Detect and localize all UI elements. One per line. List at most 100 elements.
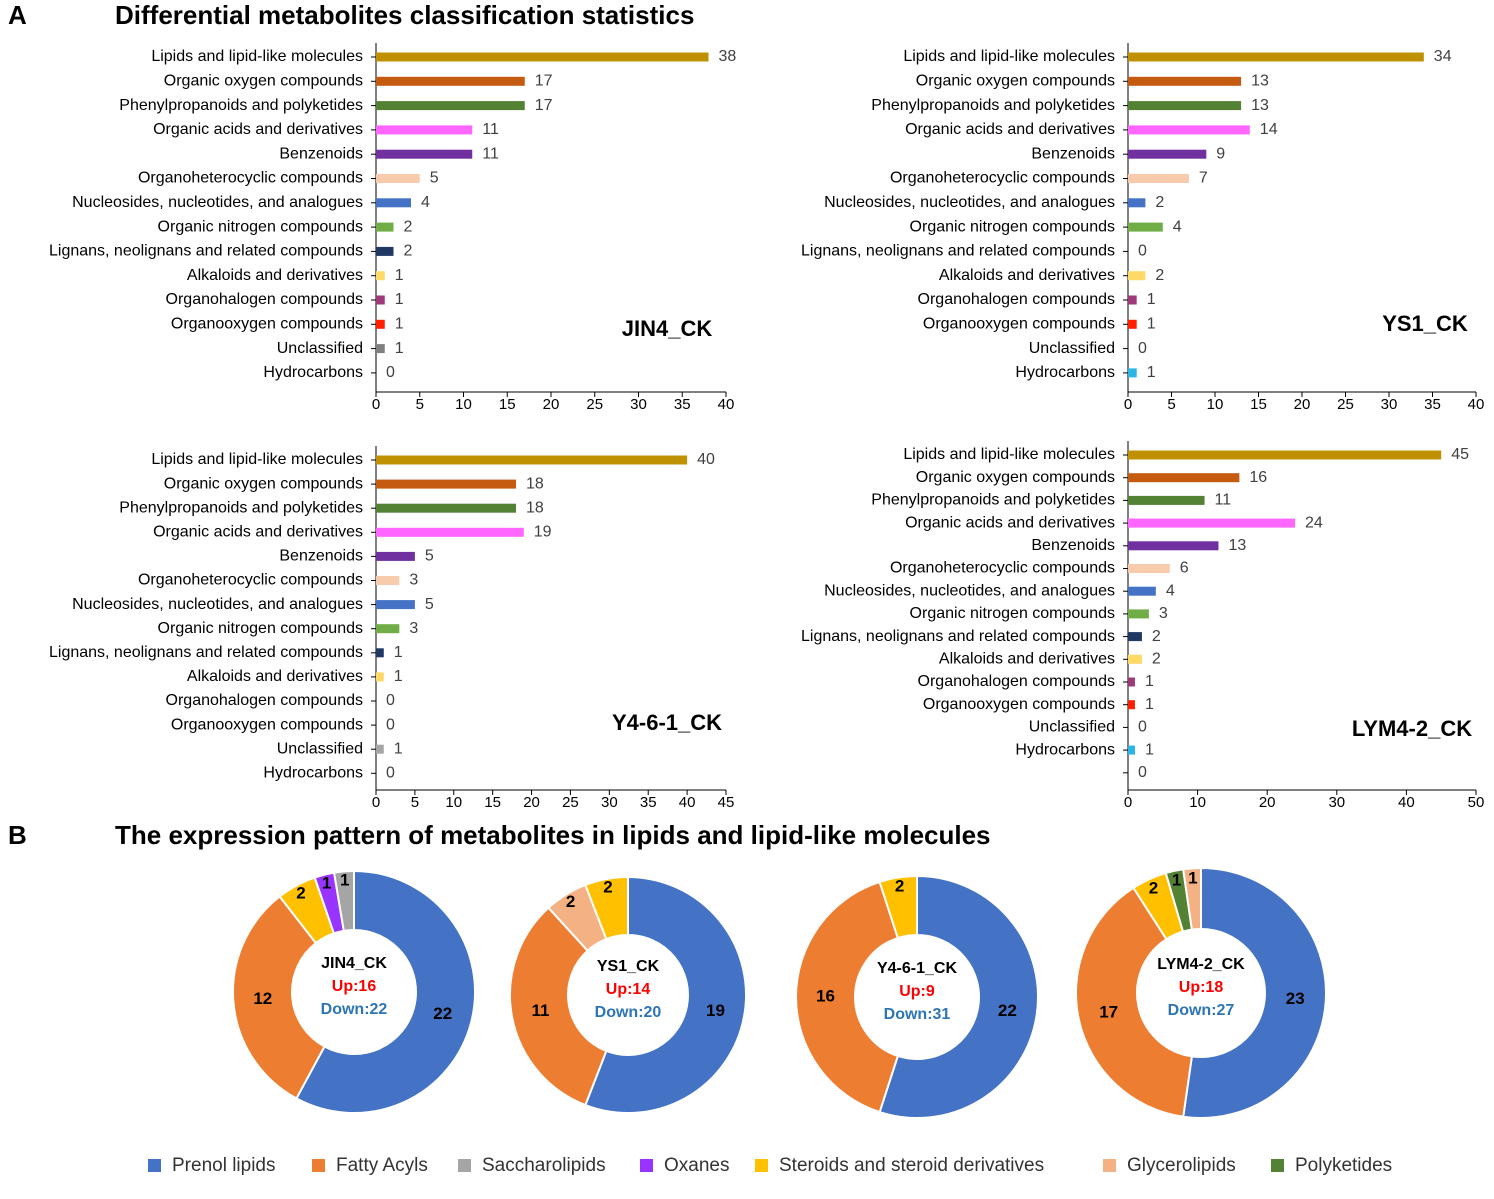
bar [1128, 495, 1205, 505]
category-label: Organic nitrogen compounds [158, 218, 363, 235]
value-label: 14 [1260, 121, 1278, 138]
x-tick-label: 10 [445, 794, 462, 811]
category-label: Alkaloids and derivatives [939, 267, 1115, 284]
category-label: Unclassified [1029, 719, 1115, 736]
category-label: Lignans, neolignans and related compound… [49, 243, 363, 260]
value-label: 2 [404, 218, 413, 235]
x-tick-label: 20 [543, 396, 560, 413]
bar [1128, 174, 1189, 183]
value-label: 19 [534, 524, 552, 541]
x-tick-label: 50 [1468, 794, 1485, 811]
value-label: 4 [1166, 582, 1175, 599]
bar [1128, 295, 1137, 305]
value-label: 17 [535, 97, 553, 114]
chart-label: YS1_CK [1382, 311, 1468, 336]
panel-title: Differential metabolites classification … [115, 0, 694, 30]
x-tick-label: 35 [640, 794, 657, 811]
value-label: 13 [1251, 97, 1269, 114]
donut-slice [794, 880, 900, 1114]
value-label: 3 [1159, 605, 1168, 622]
donut-title: JIN4_CK [321, 955, 387, 972]
slice-label: 2 [603, 877, 612, 896]
value-label: 0 [386, 765, 395, 782]
category-label: Organohalogen compounds [918, 291, 1115, 308]
value-label: 0 [386, 692, 395, 709]
bar [1128, 609, 1149, 619]
chart-label: Y4-6-1_CK [612, 710, 722, 735]
category-label: Unclassified [277, 740, 363, 757]
value-label: 1 [1147, 364, 1156, 381]
legend-label: Saccharolipids [482, 1155, 606, 1176]
bar [376, 222, 394, 232]
donut-title: YS1_CK [597, 958, 660, 975]
legend-label: Prenol lipids [172, 1155, 276, 1176]
category-label: Organohalogen compounds [166, 692, 363, 709]
x-tick-label: 40 [718, 396, 735, 413]
value-label: 4 [421, 194, 430, 211]
bar [1128, 101, 1242, 111]
value-label: 1 [1145, 741, 1154, 758]
category-label: Organic oxygen compounds [164, 73, 363, 90]
value-label: 17 [535, 73, 553, 90]
value-label: 4 [1173, 218, 1182, 235]
value-label: 1 [1145, 696, 1154, 713]
legend-swatch [640, 1159, 653, 1172]
category-label: Phenylpropanoids and polyketides [871, 97, 1115, 114]
bar [1128, 473, 1240, 483]
category-label: Organic acids and derivatives [905, 514, 1115, 531]
x-tick-label: 15 [499, 396, 516, 413]
bar [1128, 564, 1170, 573]
slice-label: 17 [1099, 1003, 1118, 1022]
value-label: 11 [482, 121, 499, 138]
slice-label: 19 [706, 1001, 725, 1020]
bar [376, 672, 384, 682]
bar [1128, 586, 1156, 596]
category-label: Organoheterocyclic compounds [138, 170, 363, 187]
category-label: Phenylpropanoids and polyketides [119, 499, 363, 516]
x-tick-label: 25 [1337, 396, 1354, 413]
donut-title: Y4-6-1_CK [877, 960, 957, 977]
value-label: 6 [1180, 560, 1189, 577]
x-tick-label: 20 [1294, 396, 1311, 413]
category-label: Unclassified [277, 340, 363, 357]
donut-slice [1182, 866, 1327, 1119]
donut-annotation: Down:22 [321, 1001, 388, 1018]
category-label: Lignans, neolignans and related compound… [801, 628, 1115, 645]
bar [376, 344, 385, 354]
donut-annotation: Down:20 [595, 1004, 662, 1021]
bar [1128, 271, 1146, 281]
bar [376, 198, 411, 208]
bar [376, 503, 516, 513]
category-label: Lignans, neolignans and related compound… [49, 644, 363, 661]
value-label: 3 [409, 620, 418, 637]
category-label: Organooxygen compounds [171, 316, 363, 333]
category-label: Lipids and lipid-like molecules [903, 446, 1115, 463]
value-label: 0 [1138, 719, 1147, 736]
bar [376, 319, 385, 329]
category-label: Organic nitrogen compounds [910, 605, 1115, 622]
category-label: Alkaloids and derivatives [187, 668, 363, 685]
x-tick-label: 30 [601, 794, 618, 811]
category-label: Benzenoids [279, 548, 363, 565]
category-label: Lipids and lipid-like molecules [151, 48, 363, 65]
legend-swatch [1271, 1159, 1284, 1172]
panel-title: The expression pattern of metabolites in… [115, 820, 991, 850]
value-label: 3 [409, 572, 418, 589]
donut-slice [878, 874, 918, 940]
value-label: 40 [697, 451, 715, 468]
donut-annotation: Down:27 [1168, 1002, 1235, 1019]
category-label: Lignans, neolignans and related compound… [801, 243, 1115, 260]
bar [376, 76, 525, 86]
x-tick-label: 25 [586, 396, 603, 413]
value-label: 18 [526, 499, 544, 516]
value-label: 24 [1305, 514, 1323, 531]
bar [376, 101, 525, 111]
value-label: 45 [1451, 446, 1469, 463]
value-label: 5 [430, 170, 439, 187]
category-label: Organic acids and derivatives [153, 121, 363, 138]
legend-swatch [312, 1159, 325, 1172]
x-tick-label: 40 [679, 794, 696, 811]
value-label: 1 [395, 340, 404, 357]
x-tick-label: 25 [562, 794, 579, 811]
